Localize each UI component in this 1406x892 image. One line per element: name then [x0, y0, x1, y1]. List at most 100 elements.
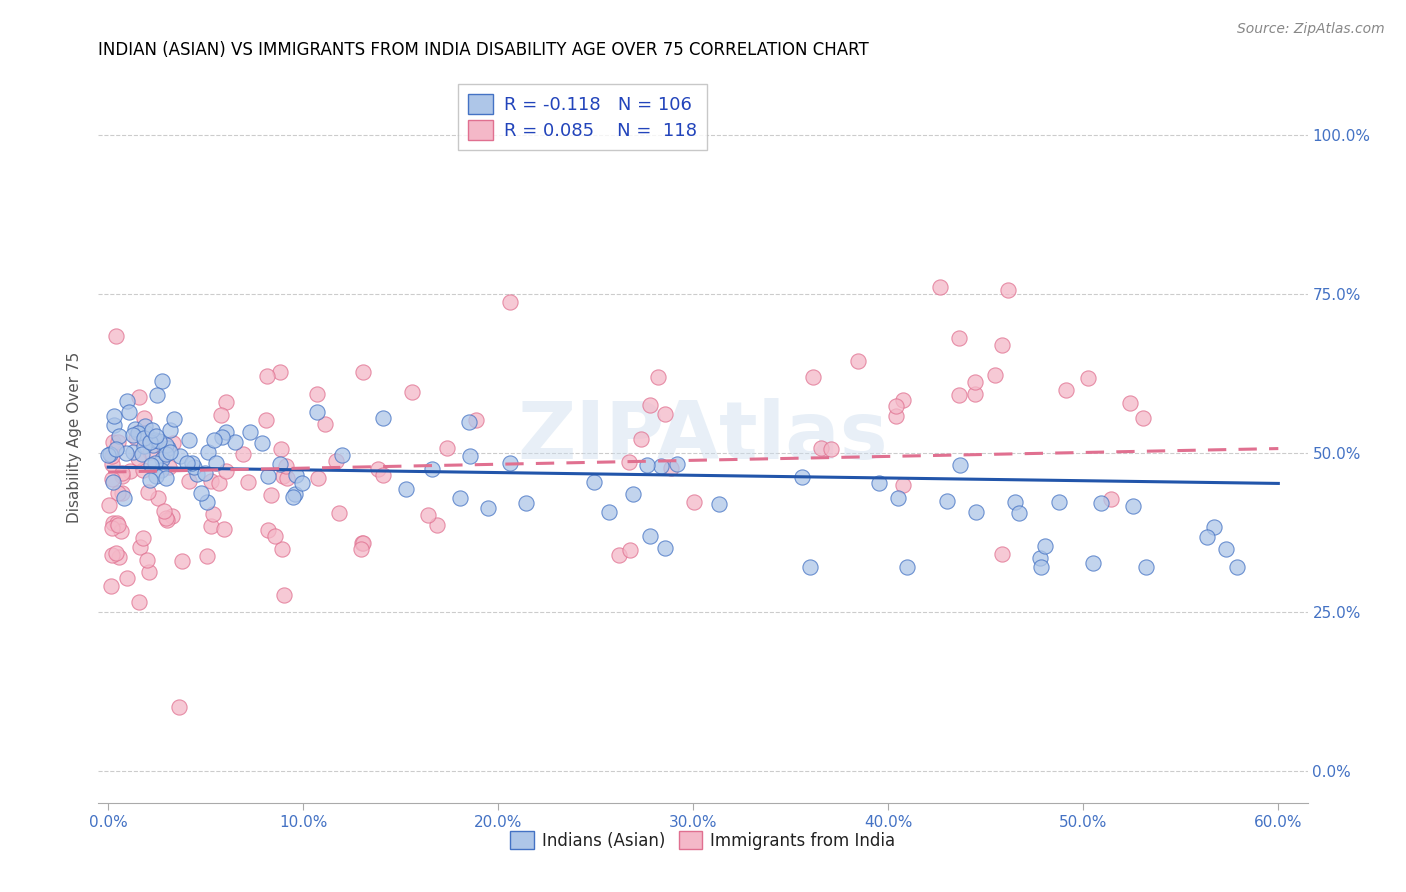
Point: [352, 365, 374, 379]
Point: [134, 431, 156, 445]
Point: [176, 456, 198, 470]
Text: ZIPAtlas: ZIPAtlas: [517, 398, 889, 476]
Point: [997, 283, 1019, 297]
Point: [179, 434, 201, 448]
Point: [328, 506, 350, 520]
Text: Source: ZipAtlas.com: Source: ZipAtlas.com: [1237, 22, 1385, 37]
Point: [103, 475, 125, 489]
Point: [111, 486, 134, 500]
Point: [115, 571, 138, 585]
Point: [270, 541, 292, 556]
Point: [659, 461, 682, 475]
Point: [260, 488, 283, 502]
Point: [619, 543, 641, 558]
Point: [238, 475, 260, 490]
Text: INDIAN (ASIAN) VS IMMIGRANTS FROM INDIA DISABILITY AGE OVER 75 CORRELATION CHART: INDIAN (ASIAN) VS IMMIGRANTS FROM INDIA …: [98, 41, 869, 59]
Point: [891, 478, 914, 492]
Point: [790, 470, 813, 484]
Point: [195, 549, 218, 563]
Point: [159, 423, 181, 437]
Point: [103, 409, 125, 423]
Point: [117, 405, 139, 419]
Point: [145, 468, 167, 483]
Point: [449, 491, 471, 505]
Point: [426, 518, 449, 533]
Point: [609, 549, 631, 563]
Point: [101, 434, 124, 449]
Point: [202, 507, 225, 521]
Point: [965, 504, 987, 518]
Point: [665, 457, 688, 471]
Point: [264, 529, 287, 543]
Point: [169, 700, 191, 714]
Point: [153, 504, 176, 518]
Point: [183, 460, 205, 475]
Point: [215, 464, 238, 478]
Point: [896, 560, 918, 574]
Point: [418, 508, 440, 522]
Point: [139, 458, 162, 472]
Point: [139, 473, 162, 487]
Point: [799, 560, 821, 574]
Point: [582, 475, 605, 490]
Point: [101, 449, 124, 463]
Point: [212, 522, 235, 536]
Point: [120, 464, 142, 478]
Point: [350, 541, 373, 556]
Point: [1029, 551, 1052, 566]
Point: [156, 513, 179, 527]
Point: [124, 422, 146, 436]
Point: [177, 475, 200, 489]
Point: [598, 505, 620, 519]
Point: [307, 471, 329, 485]
Point: [100, 549, 122, 563]
Point: [257, 523, 280, 537]
Point: [1090, 496, 1112, 510]
Point: [131, 447, 153, 461]
Point: [270, 442, 292, 457]
Point: [159, 445, 181, 459]
Point: [420, 461, 443, 475]
Point: [108, 429, 131, 443]
Point: [1135, 560, 1157, 574]
Point: [352, 536, 374, 550]
Point: [477, 501, 499, 516]
Point: [990, 338, 1012, 352]
Point: [136, 484, 159, 499]
Point: [638, 398, 661, 412]
Point: [157, 459, 180, 474]
Point: [190, 486, 212, 500]
Point: [163, 412, 186, 426]
Point: [636, 458, 658, 473]
Point: [1054, 384, 1077, 398]
Point: [1047, 495, 1070, 509]
Point: [257, 468, 280, 483]
Point: [97, 448, 120, 462]
Point: [148, 434, 170, 449]
Point: [1029, 560, 1052, 574]
Point: [155, 471, 177, 485]
Point: [281, 490, 304, 504]
Point: [135, 425, 157, 440]
Point: [515, 495, 537, 509]
Point: [149, 462, 172, 476]
Point: [209, 408, 232, 422]
Point: [884, 409, 907, 423]
Point: [200, 474, 222, 488]
Point: [107, 435, 129, 450]
Point: [215, 425, 238, 440]
Point: [104, 442, 127, 456]
Point: [100, 579, 122, 593]
Point: [936, 494, 959, 508]
Point: [105, 516, 128, 530]
Point: [104, 328, 127, 343]
Point: [256, 369, 278, 384]
Point: [929, 280, 952, 294]
Point: [155, 510, 177, 524]
Point: [273, 588, 295, 602]
Point: [170, 553, 193, 567]
Point: [801, 370, 824, 384]
Point: [1119, 395, 1142, 409]
Point: [107, 518, 129, 533]
Point: [1077, 371, 1099, 385]
